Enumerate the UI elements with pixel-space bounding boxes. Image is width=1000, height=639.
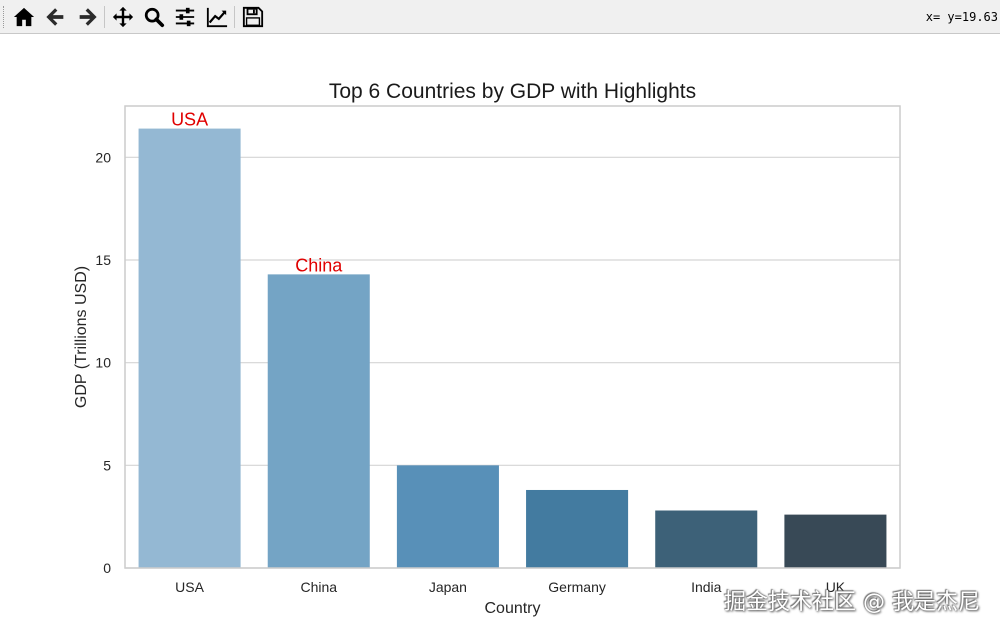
y-tick-label: 5: [103, 457, 111, 473]
x-tick-label: Japan: [429, 579, 467, 595]
highlight-label-usa: USA: [171, 110, 208, 130]
x-tick-label: India: [691, 579, 722, 595]
highlight-label-china: China: [295, 255, 343, 275]
bar-germany: [526, 489, 629, 568]
bar-chart: USA China Japan Germany India UK USA China 0 5 10 1…: [73, 80, 901, 617]
configure-subplots-icon[interactable]: [172, 4, 198, 30]
watermark: 掘金技术社区 @ 我是杰尼: [724, 590, 980, 615]
x-tick-label: China: [300, 579, 337, 595]
bar-india: [655, 510, 758, 568]
x-tick-label: UK: [826, 579, 846, 595]
toolbar: x= y=19.63: [0, 0, 1000, 34]
y-tick-label: 20: [95, 149, 111, 165]
bar-china: [267, 274, 370, 568]
y-tick-label: 10: [95, 355, 111, 371]
toolbar-grip: [3, 6, 6, 28]
home-icon[interactable]: [11, 4, 37, 30]
y-tick-label: 15: [95, 252, 111, 268]
forward-icon[interactable]: [74, 4, 100, 30]
y-axis-label: GDP (Trillions USD): [73, 266, 90, 408]
x-tick-label: Germany: [548, 579, 606, 595]
save-icon[interactable]: [240, 4, 266, 30]
toolbar-separator: [234, 6, 235, 28]
cursor-coordinates: x= y=19.63: [925, 10, 998, 24]
chart-title: Top 6 Countries by GDP with Highlights: [329, 80, 696, 103]
bar-uk: [784, 514, 887, 568]
plot-frame: [124, 105, 901, 569]
back-icon[interactable]: [43, 4, 69, 30]
bar-usa: [138, 128, 241, 568]
y-tick-label: 0: [103, 560, 111, 576]
zoom-icon[interactable]: [141, 4, 167, 30]
figure-canvas: USA China Japan Germany India UK USA China 0 5 10 1…: [0, 35, 1000, 634]
x-axis-label: Country: [484, 600, 540, 617]
x-tick-label: USA: [175, 579, 204, 595]
pan-icon[interactable]: [110, 4, 136, 30]
bar-japan: [396, 465, 499, 568]
toolbar-separator: [104, 6, 105, 28]
edit-axis-icon[interactable]: [204, 4, 230, 30]
